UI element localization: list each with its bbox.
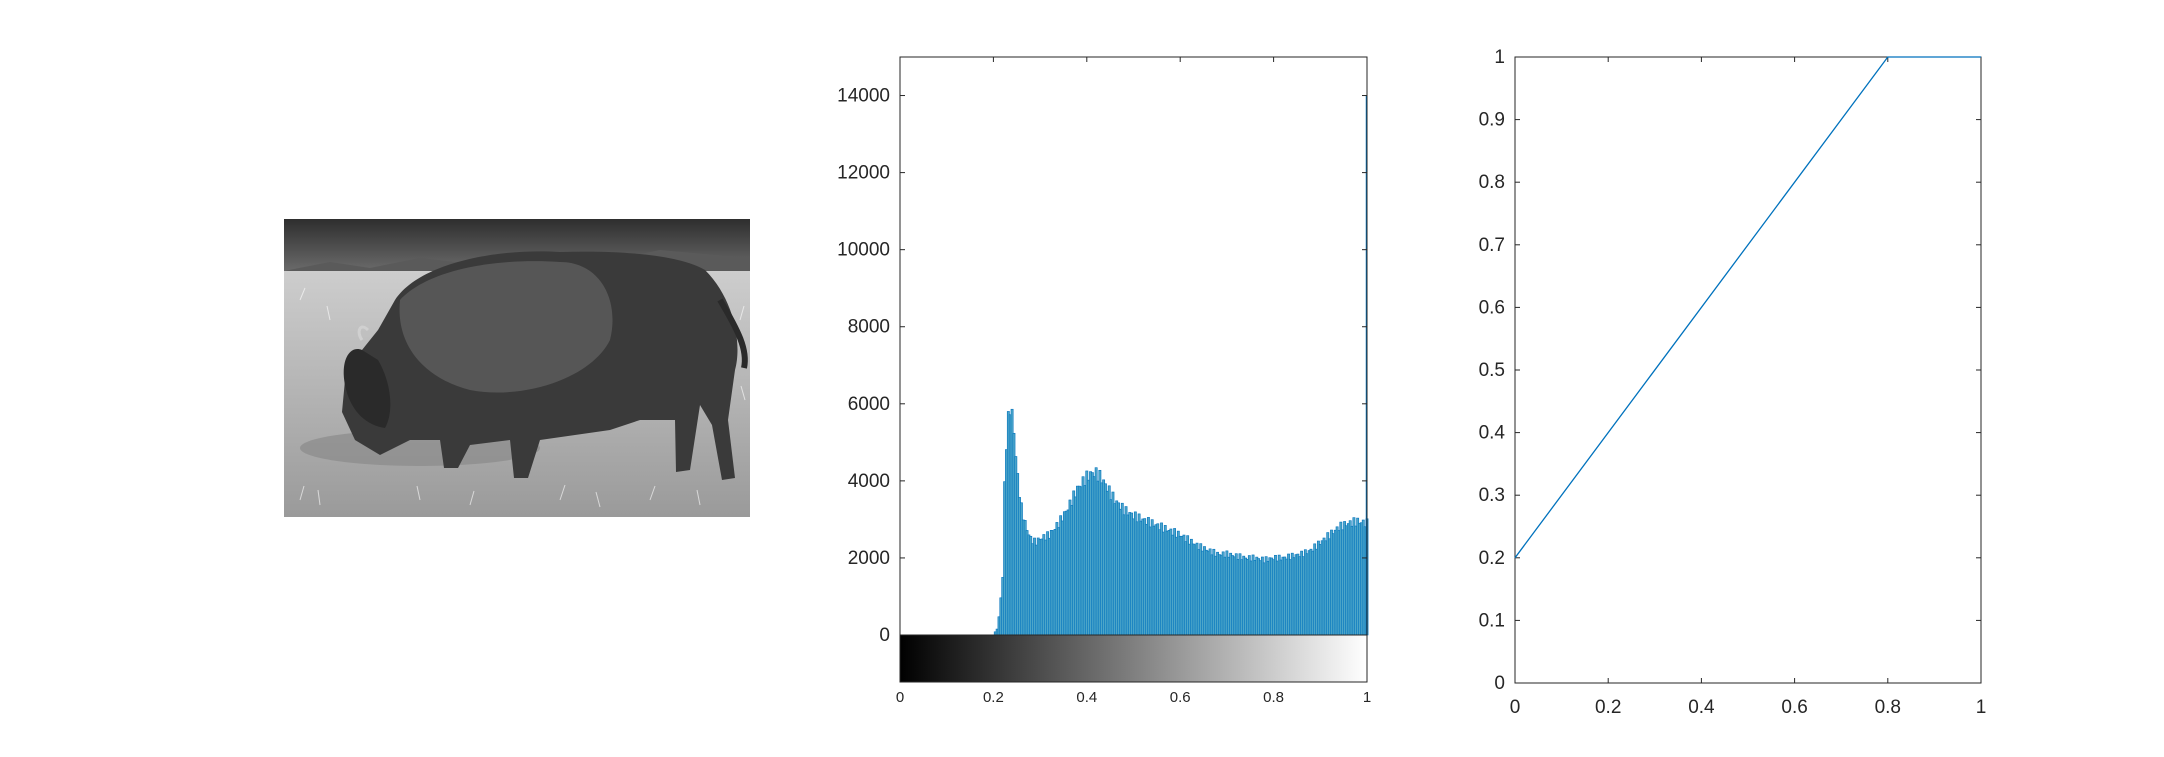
histogram-y-tick-label: 6000 bbox=[848, 394, 890, 415]
histogram-x-ticks: 0 0.2 0.4 0.6 0.8 1 bbox=[896, 57, 1371, 706]
line-y-tick-label: 0.6 bbox=[1479, 297, 1505, 318]
histogram-x-tick-label: 0.6 bbox=[1170, 689, 1191, 706]
line-x-tick-label: 1 bbox=[1976, 697, 1987, 718]
histogram-y-tick-label: 10000 bbox=[837, 240, 890, 261]
histogram-x-tick-label: 0 bbox=[896, 689, 904, 706]
line-y-tick-label: 0.5 bbox=[1479, 360, 1505, 381]
gray-colorbar bbox=[899, 634, 1368, 683]
line-y-tick-label: 0.7 bbox=[1479, 235, 1505, 256]
line-x-tick-label: 0.4 bbox=[1688, 697, 1715, 718]
histogram-x-tick-label: 1 bbox=[1363, 689, 1371, 706]
histogram-x-tick-label: 0.8 bbox=[1263, 689, 1284, 706]
line-y-tick-label: 0 bbox=[1494, 673, 1505, 694]
line-y-tick-label: 0.1 bbox=[1479, 610, 1505, 631]
histogram-x-tick-label: 0.2 bbox=[983, 689, 1004, 706]
histogram-bars bbox=[993, 95, 1369, 636]
line-y-tick-label: 0.8 bbox=[1479, 172, 1505, 193]
histogram-y-tick-label: 8000 bbox=[848, 317, 890, 338]
histogram-y-tick-label: 2000 bbox=[848, 548, 890, 569]
line-series bbox=[1514, 56, 1981, 559]
line-x-tick-label: 0.6 bbox=[1781, 697, 1807, 718]
histogram-x-tick-label: 0.4 bbox=[1076, 689, 1097, 706]
histogram-y-ticks: 0 2000 4000 6000 8000 10000 12000 14000 bbox=[837, 86, 1367, 646]
histogram-y-tick-label: 12000 bbox=[837, 163, 890, 184]
line-plot-frame bbox=[1514, 56, 1982, 684]
line-y-tick-label: 1 bbox=[1494, 47, 1505, 68]
histogram-y-tick-label: 14000 bbox=[837, 86, 890, 107]
histogram-axes: 0 2000 4000 6000 8000 10000 12000 14000 0 0.2 0.4… bbox=[837, 56, 1371, 706]
line-y-tick-label: 0.4 bbox=[1479, 423, 1506, 444]
line-x-tick-label: 0.2 bbox=[1595, 697, 1621, 718]
bison-photo bbox=[284, 219, 750, 517]
line-ticks: 0 0.1 0.2 0.3 0.4 0.5 0.6 0.7 0.8 0.9 1 0 0.2 0.4 0.6 0… bbox=[1479, 47, 1987, 718]
line-y-tick-label: 0.2 bbox=[1479, 548, 1505, 569]
line-x-tick-label: 0.8 bbox=[1875, 697, 1901, 718]
histogram-y-tick-label: 4000 bbox=[848, 471, 890, 492]
line-y-tick-label: 0.9 bbox=[1479, 110, 1505, 131]
line-axes: 0 0.1 0.2 0.3 0.4 0.5 0.6 0.7 0.8 0.9 1 0 0.2 0.4 0.6 0… bbox=[1479, 47, 1987, 718]
histogram-y-tick-label: 0 bbox=[879, 625, 890, 646]
line-x-tick-label: 0 bbox=[1510, 697, 1521, 718]
line-y-tick-label: 0.3 bbox=[1479, 485, 1505, 506]
